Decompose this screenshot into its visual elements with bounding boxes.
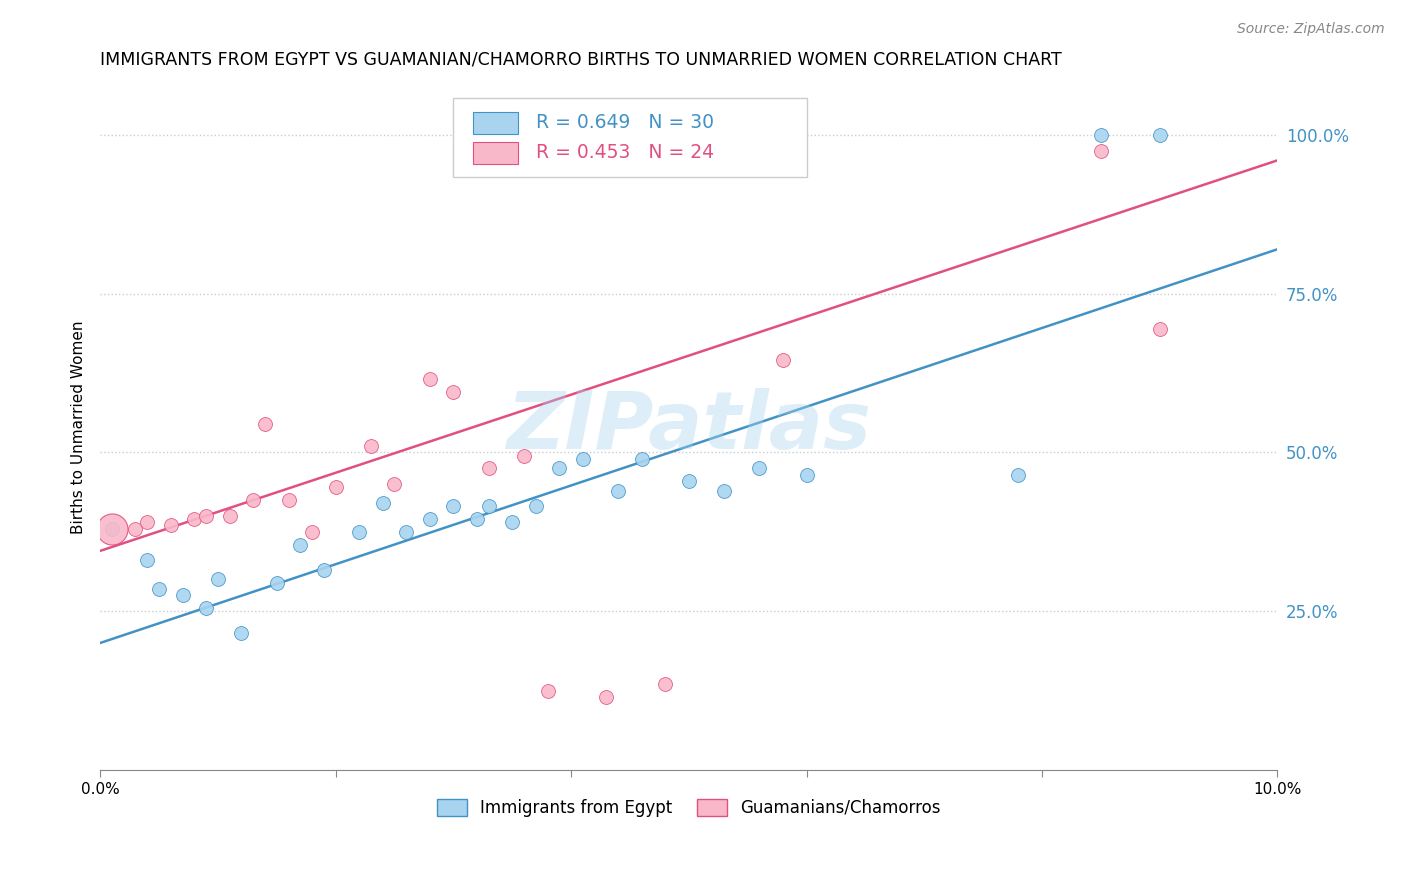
Point xyxy=(478,500,501,514)
Point xyxy=(678,474,700,488)
Bar xyxy=(474,112,517,134)
Text: IMMIGRANTS FROM EGYPT VS GUAMANIAN/CHAMORRO BIRTHS TO UNMARRIED WOMEN CORRELATIO: IMMIGRANTS FROM EGYPT VS GUAMANIAN/CHAMO… xyxy=(100,51,1062,69)
Point xyxy=(207,573,229,587)
Text: R = 0.649   N = 30: R = 0.649 N = 30 xyxy=(536,113,714,132)
Point xyxy=(419,372,441,386)
Point xyxy=(384,477,406,491)
Point xyxy=(772,353,794,368)
Point xyxy=(1149,128,1171,142)
Text: R = 0.453   N = 24: R = 0.453 N = 24 xyxy=(536,144,714,162)
Point xyxy=(290,537,312,551)
Point xyxy=(195,601,218,615)
Legend: Immigrants from Egypt, Guamanians/Chamorros: Immigrants from Egypt, Guamanians/Chamor… xyxy=(430,792,948,823)
Point xyxy=(654,677,676,691)
Point xyxy=(325,480,347,494)
Y-axis label: Births to Unmarried Women: Births to Unmarried Women xyxy=(72,320,86,533)
Point xyxy=(572,451,595,466)
Point xyxy=(1090,128,1112,142)
Point xyxy=(195,508,218,523)
Point xyxy=(312,563,335,577)
Point xyxy=(478,461,501,475)
Point xyxy=(242,493,264,508)
Point xyxy=(266,575,288,590)
Point xyxy=(148,582,170,596)
Point xyxy=(595,690,617,704)
Point xyxy=(465,512,488,526)
Point xyxy=(607,483,630,498)
Point xyxy=(183,512,205,526)
Point xyxy=(501,516,523,530)
Point xyxy=(218,508,240,523)
Text: ZIPatlas: ZIPatlas xyxy=(506,388,872,466)
Point xyxy=(419,512,441,526)
Point xyxy=(524,500,547,514)
Text: Source: ZipAtlas.com: Source: ZipAtlas.com xyxy=(1237,22,1385,37)
Point xyxy=(536,683,558,698)
Point xyxy=(253,417,276,431)
Point xyxy=(360,439,382,453)
Point xyxy=(231,626,253,640)
Point xyxy=(172,588,194,602)
Bar xyxy=(474,142,517,164)
Point xyxy=(630,451,652,466)
Point xyxy=(748,461,770,475)
Point xyxy=(1090,144,1112,158)
Point xyxy=(513,449,536,463)
Point xyxy=(441,500,464,514)
Point xyxy=(124,522,146,536)
Point xyxy=(101,522,124,536)
FancyBboxPatch shape xyxy=(453,98,807,177)
Point xyxy=(1007,467,1029,482)
Point xyxy=(371,496,394,510)
Point xyxy=(395,524,418,539)
Point xyxy=(713,483,735,498)
Point xyxy=(347,524,370,539)
Point xyxy=(796,467,818,482)
Point xyxy=(277,493,299,508)
Point xyxy=(159,518,181,533)
Point xyxy=(301,524,323,539)
Point xyxy=(548,461,571,475)
Point xyxy=(136,553,159,567)
Point xyxy=(1149,321,1171,335)
Point xyxy=(101,522,124,536)
Point xyxy=(441,385,464,400)
Point xyxy=(136,516,159,530)
